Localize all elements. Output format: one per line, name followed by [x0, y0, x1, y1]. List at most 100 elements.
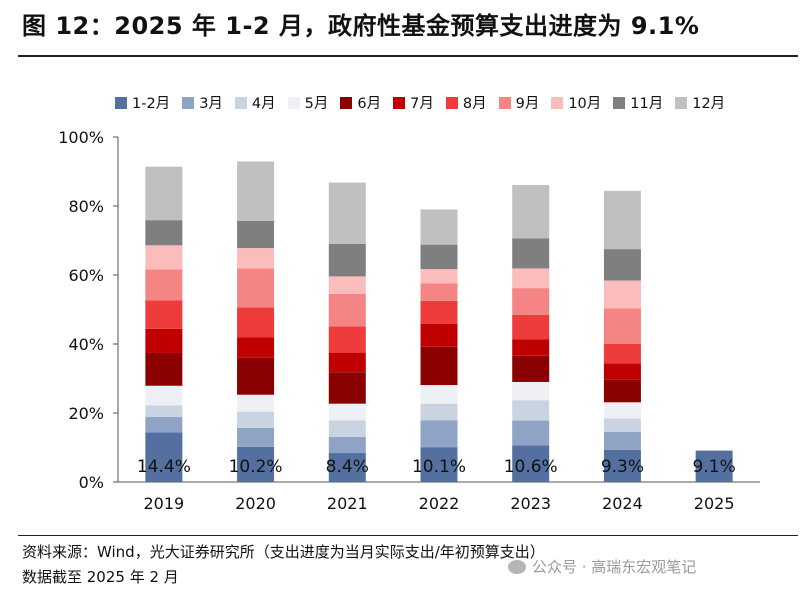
- x-tick-label: 2022: [419, 494, 460, 513]
- bar-segment: [145, 220, 183, 246]
- bar-segment: [237, 427, 275, 447]
- y-tick-label: 80%: [68, 197, 104, 216]
- data-label: 9.1%: [693, 457, 736, 477]
- source-line-1: 资料来源：Wind，光大证券研究所（支出进度为当月实际支出/年初预算支出）: [22, 543, 545, 561]
- bar-segment: [512, 400, 550, 421]
- bar-segment: [420, 447, 458, 482]
- bar-segment: [145, 405, 183, 417]
- data-label: 8.4%: [326, 457, 369, 477]
- bar-segment: [145, 269, 183, 301]
- bar-segment: [328, 372, 366, 404]
- bar-segment: [237, 394, 275, 412]
- data-label: 14.4%: [137, 457, 191, 477]
- bar-segment: [328, 352, 366, 373]
- bar-segment: [603, 249, 641, 281]
- bar-segment: [420, 209, 458, 245]
- legend-swatch: [393, 96, 406, 109]
- bar-segment: [420, 244, 458, 270]
- legend-swatch: [182, 96, 195, 109]
- legend-item: 10月: [551, 92, 601, 113]
- bar-segment: [512, 339, 550, 356]
- bar-segment: [237, 411, 275, 428]
- legend-label: 8月: [462, 96, 487, 112]
- bar-segment: [512, 355, 550, 382]
- legend-label: 3月: [199, 96, 223, 112]
- legend-item: 7月: [393, 92, 434, 113]
- bar-segment: [420, 420, 458, 448]
- bar-segment: [603, 431, 641, 450]
- bar-segment: [328, 293, 366, 327]
- x-tick-label: 2024: [602, 494, 643, 513]
- watermark: 公众号 · 高瑞东宏观笔记: [508, 556, 696, 577]
- bar-segment: [603, 190, 641, 250]
- x-tick-label: 2021: [327, 494, 368, 513]
- legend-label: 4月: [251, 96, 276, 112]
- bar-segment: [237, 268, 275, 308]
- legend-item: 4月: [234, 92, 276, 113]
- stacked-bar-chart: 0% 20% 40% 60% 80% 100% 14.4% 2019 10.2% 2020 8.4%…: [58, 128, 760, 513]
- bar-segment: [512, 288, 550, 316]
- legend-item: 6月: [340, 92, 381, 113]
- source-line-2: 数据截至 2025 年 2 月: [22, 568, 179, 586]
- bar-segment: [145, 166, 183, 221]
- top-rule: [18, 55, 798, 57]
- bar-segment: [420, 283, 458, 301]
- legend-item: 1-2月: [115, 92, 170, 113]
- legend-swatch: [287, 96, 300, 109]
- bar-segment: [237, 357, 275, 395]
- x-tick-label: 2020: [235, 494, 276, 513]
- bar-segment: [145, 385, 183, 406]
- bar-segment: [512, 381, 550, 401]
- legend-swatch: [340, 96, 353, 109]
- legend-label: 6月: [357, 96, 382, 112]
- chart-legend: 1-2月 3月 4月 5月 6月 7月 8月 9月 10月 11月 12月: [115, 92, 725, 113]
- bar-segment: [237, 161, 275, 221]
- bar-segment: [512, 420, 550, 446]
- legend-swatch: [551, 96, 564, 109]
- y-tick-label: 20%: [68, 404, 104, 423]
- bar-segment: [420, 300, 458, 324]
- legend-item: 11月: [613, 92, 663, 113]
- legend-swatch: [675, 96, 688, 109]
- bar-segment: [145, 300, 183, 329]
- bar-segment: [145, 432, 183, 482]
- wechat-icon: [508, 559, 526, 574]
- data-label: 10.1%: [412, 457, 466, 477]
- x-tick-label: 2023: [510, 494, 551, 513]
- legend-swatch: [234, 96, 247, 109]
- source-note: 资料来源：Wind，光大证券研究所（支出进度为当月实际支出/年初预算支出） 数据…: [22, 540, 545, 590]
- data-label: 9.3%: [601, 457, 644, 477]
- bar-segment: [603, 344, 641, 364]
- y-tick-label: 100%: [58, 128, 104, 147]
- y-tick-label: 60%: [68, 266, 104, 285]
- x-tick-label: 2019: [143, 494, 184, 513]
- bar-segment: [420, 269, 458, 284]
- bar-segment: [328, 436, 366, 454]
- legend-label: 10月: [568, 96, 602, 112]
- data-label: 10.2%: [229, 457, 283, 477]
- bar-segment: [512, 238, 550, 269]
- bar-segment: [328, 182, 366, 244]
- bar-segment: [512, 268, 550, 289]
- bar-segment: [695, 450, 733, 482]
- bar-segment: [328, 276, 366, 294]
- legend-label: 9月: [515, 96, 540, 112]
- bar-segment: [420, 346, 458, 386]
- bar-segment: [145, 416, 183, 433]
- legend-label: 12月: [692, 96, 726, 112]
- bar-segment: [145, 328, 183, 353]
- legend-swatch: [613, 96, 626, 109]
- chart-title: 图 12：2025 年 1-2 月，政府性基金预算支出进度为 9.1%: [22, 12, 700, 40]
- bar-segment: [603, 418, 641, 432]
- bar-segment: [420, 385, 458, 404]
- bar-segment: [603, 449, 641, 482]
- bar-segment: [512, 315, 550, 340]
- bar-segment: [145, 352, 183, 386]
- bar-segment: [512, 184, 550, 239]
- bar-segment: [603, 308, 641, 344]
- bar-segment: [603, 379, 641, 403]
- bar-segment: [512, 445, 550, 482]
- bottom-rule: [18, 535, 798, 536]
- bar-segment: [328, 420, 366, 437]
- bar-segment: [603, 402, 641, 419]
